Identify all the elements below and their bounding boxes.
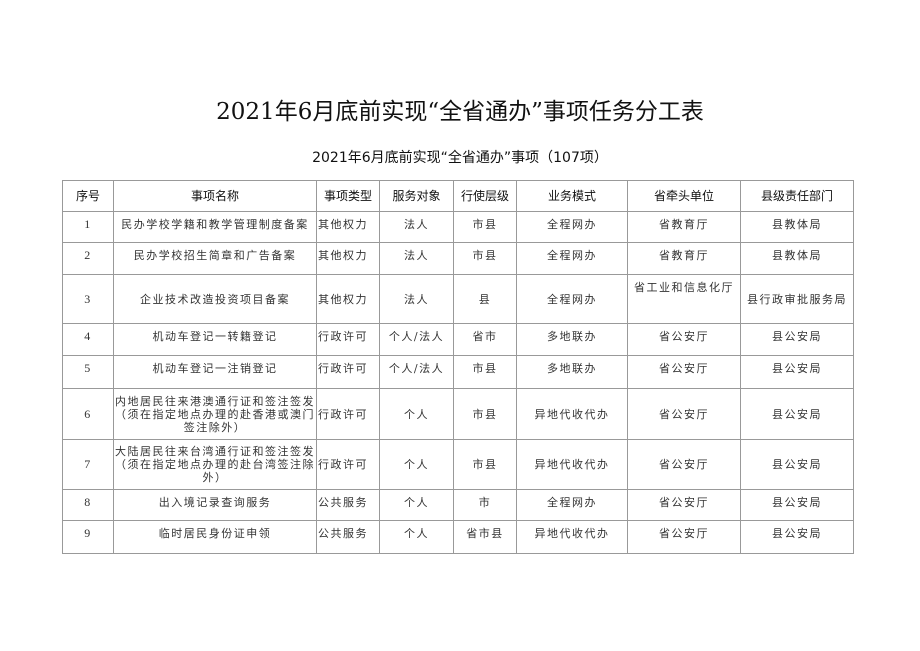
column-header: 县级责任部门 bbox=[740, 180, 854, 212]
table-cell: 全程网办 bbox=[516, 242, 628, 275]
table-cell: 市 bbox=[453, 489, 517, 521]
page-title: 2021年6月底前实现“全省通办”事项任务分工表 bbox=[216, 99, 704, 125]
table-cell: 市县 bbox=[453, 388, 517, 440]
column-header: 省牵头单位 bbox=[627, 180, 741, 212]
table-cell: 公共服务 bbox=[316, 489, 380, 521]
table-cell: 法人 bbox=[379, 274, 454, 324]
table-cell: 县教体局 bbox=[740, 211, 854, 243]
table-cell: 公共服务 bbox=[316, 520, 380, 554]
table-cell: 4 bbox=[62, 323, 114, 356]
table-row: 5 机动车登记一注销登记 行政许可 个人/法人 市县 多地联办 省公安厅 县公安局 bbox=[62, 355, 854, 389]
table-cell: 机动车登记一注销登记 bbox=[113, 355, 317, 389]
table-cell: 企业技术改造投资项目备案 bbox=[113, 274, 317, 324]
table-cell: 出入境记录查询服务 bbox=[113, 489, 317, 521]
table-cell: 省公安厅 bbox=[627, 355, 741, 389]
table-cell: 民办学校招生简章和广告备案 bbox=[113, 242, 317, 275]
table-cell: 省工业和信息化厅 bbox=[627, 274, 741, 324]
table-cell: 县行政审批服务局 bbox=[740, 274, 854, 324]
table-cell: 市县 bbox=[453, 242, 517, 275]
table-row: 1 民办学校学籍和教学管理制度备案 其他权力 法人 市县 全程网办 省教育厅 县教体局 bbox=[62, 211, 854, 243]
column-header: 事项类型 bbox=[316, 180, 380, 212]
table-cell: 临时居民身份证申领 bbox=[113, 520, 317, 554]
table-row: 8 出入境记录查询服务 公共服务 个人市全程网办 省公安厅 县公安局 bbox=[62, 489, 854, 521]
table-cell: 民办学校学籍和教学管理制度备案 bbox=[113, 211, 317, 243]
table-cell: 全程网办 bbox=[516, 274, 628, 324]
table-cell: 法人 bbox=[379, 211, 454, 243]
table-row: 4 机动车登记一转籍登记 行政许可 个人/法人 省市 多地联办 省公安厅 县公安局 bbox=[62, 323, 854, 356]
table-cell: 大陆居民往来台湾通行证和签注签发（须在指定地点办理的赴台湾签注除外） bbox=[113, 439, 317, 490]
table-cell: 7 bbox=[62, 439, 114, 490]
table-cell: 省公安厅 bbox=[627, 439, 741, 490]
table-cell: 9 bbox=[62, 520, 114, 554]
column-header: 事项名称 bbox=[113, 180, 317, 212]
table-cell: 省教育厅 bbox=[627, 242, 741, 275]
table-cell: 法人 bbox=[379, 242, 454, 275]
column-header: 业务模式 bbox=[516, 180, 628, 212]
table-cell: 行政许可 bbox=[316, 439, 380, 490]
table-cell: 县公安局 bbox=[740, 355, 854, 389]
table-cell: 其他权力 bbox=[316, 242, 380, 275]
table-cell: 省公安厅 bbox=[627, 388, 741, 440]
table-cell: 个人/法人 bbox=[379, 355, 454, 389]
table-cell: 行政许可 bbox=[316, 323, 380, 356]
table-cell: 8 bbox=[62, 489, 114, 521]
table-cell: 其他权力 bbox=[316, 211, 380, 243]
column-header: 行使层级 bbox=[453, 180, 517, 212]
table-cell: 1 bbox=[62, 211, 114, 243]
table-cell: 多地联办 bbox=[516, 355, 628, 389]
table-cell: 县公安局 bbox=[740, 489, 854, 521]
table-subtitle: 2021年6月底前实现“全省通办”事项（107项） bbox=[312, 150, 608, 166]
table-row: 6 内地居民往来港澳通行证和签注签发（须在指定地点办理的赴香港或澳门签注除外） 行政… bbox=[62, 388, 854, 440]
table-cell: 省公安厅 bbox=[627, 520, 741, 554]
table-cell: 异地代收代办 bbox=[516, 520, 628, 554]
table-row: 2 民办学校招生简章和广告备案 其他权力 法人 市县 全程网办 省教育厅 县教体局 bbox=[62, 242, 854, 275]
table-cell: 县公安局 bbox=[740, 439, 854, 490]
column-header: 序号 bbox=[62, 180, 114, 212]
table-cell: 6 bbox=[62, 388, 114, 440]
table-cell: 个人 bbox=[379, 520, 454, 554]
table-cell: 省市 bbox=[453, 323, 517, 356]
table-cell: 全程网办 bbox=[516, 489, 628, 521]
table-cell: 个人/法人 bbox=[379, 323, 454, 356]
table-cell: 行政许可 bbox=[316, 355, 380, 389]
table-row: 7 大陆居民往来台湾通行证和签注签发（须在指定地点办理的赴台湾签注除外） 行政许可个… bbox=[62, 439, 854, 490]
table-cell: 行政许可 bbox=[316, 388, 380, 440]
table-cell: 省市县 bbox=[453, 520, 517, 554]
table-cell: 2 bbox=[62, 242, 114, 275]
table-cell: 个人 bbox=[379, 489, 454, 521]
header-row: 序号 事项名称 事项类型 服务对象 行使层级 业务模式 省牵头单位 县级责任部门 bbox=[62, 180, 854, 212]
table-cell: 全程网办 bbox=[516, 211, 628, 243]
table-cell: 市县 bbox=[453, 439, 517, 490]
table-cell: 多地联办 bbox=[516, 323, 628, 356]
table-cell: 县公安局 bbox=[740, 323, 854, 356]
table-cell: 县 bbox=[453, 274, 517, 324]
table-cell: 5 bbox=[62, 355, 114, 389]
table-cell: 市县 bbox=[453, 355, 517, 389]
table-cell: 省公安厅 bbox=[627, 323, 741, 356]
table-cell: 省教育厅 bbox=[627, 211, 741, 243]
table-cell: 内地居民往来港澳通行证和签注签发（须在指定地点办理的赴香港或澳门签注除外） bbox=[113, 388, 317, 440]
table-cell: 省公安厅 bbox=[627, 489, 741, 521]
table-row: 3 企业技术改造投资项目备案 其他权力 法人县全程网办 省工业和信息化厅 县行政审批服务局 bbox=[62, 274, 854, 324]
table-cell: 市县 bbox=[453, 211, 517, 243]
table-row: 9 临时居民身份证申领 公共服务 个人 省市县 异地代收代办 省公安厅 县公安局 bbox=[62, 520, 854, 554]
table-cell: 县公安局 bbox=[740, 520, 854, 554]
table-cell: 3 bbox=[62, 274, 114, 324]
table-cell: 机动车登记一转籍登记 bbox=[113, 323, 317, 356]
table-cell: 异地代收代办 bbox=[516, 388, 628, 440]
table-cell: 其他权力 bbox=[316, 274, 380, 324]
column-header: 服务对象 bbox=[379, 180, 454, 212]
table-cell: 县教体局 bbox=[740, 242, 854, 275]
table-cell: 个人 bbox=[379, 388, 454, 440]
table-cell: 异地代收代办 bbox=[516, 439, 628, 490]
task-table: 序号 事项名称 事项类型 服务对象 行使层级 业务模式 省牵头单位 县级责任部门 1 民办学校学… bbox=[62, 180, 854, 554]
table-cell: 县公安局 bbox=[740, 388, 854, 440]
table-cell: 个人 bbox=[379, 439, 454, 490]
